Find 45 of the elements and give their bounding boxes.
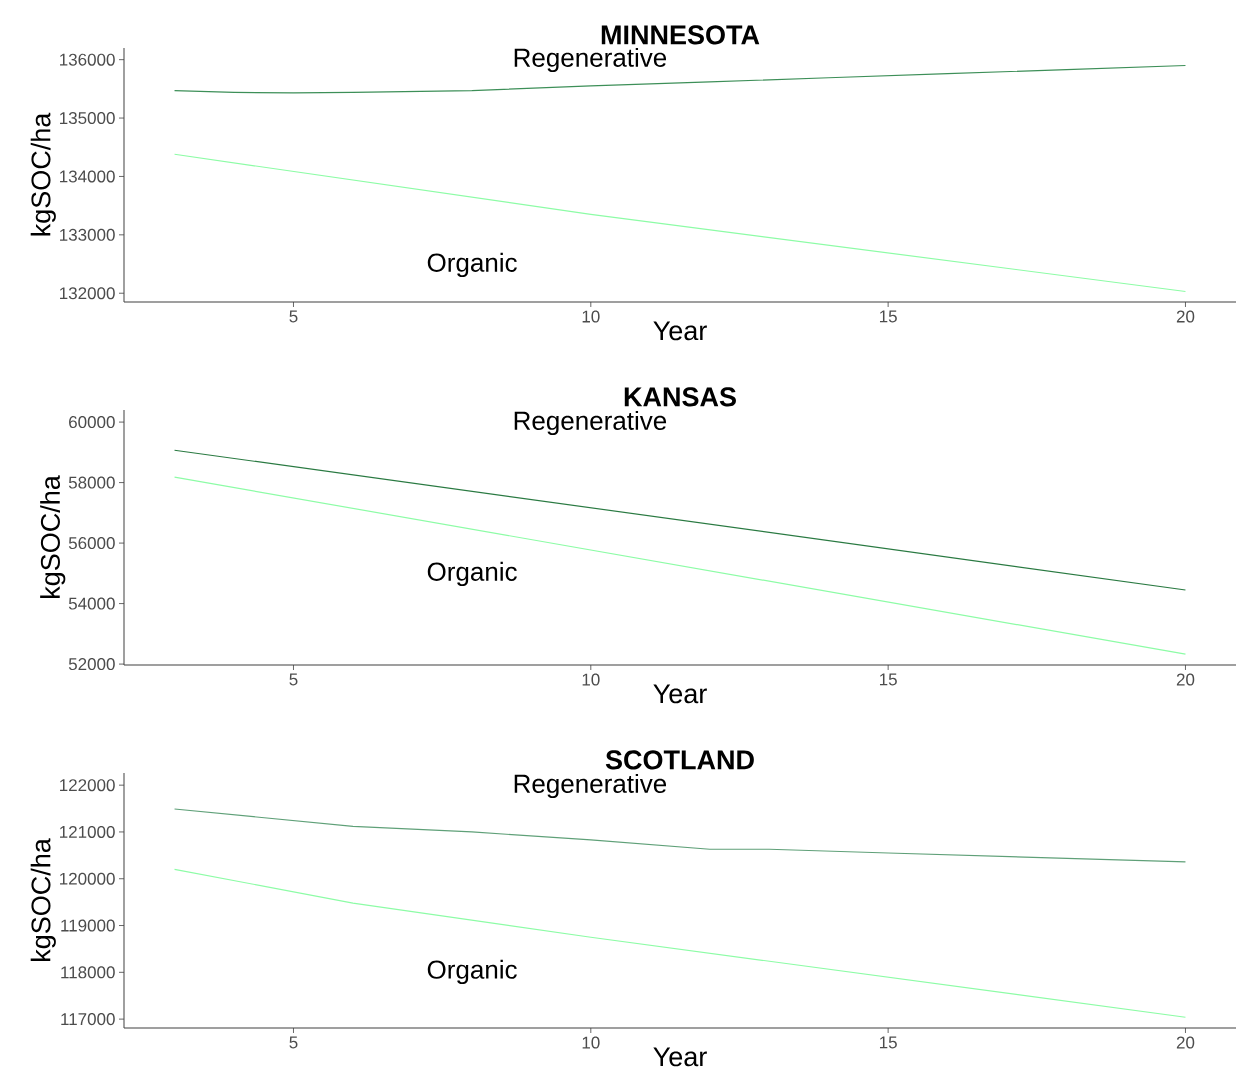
x-axis-title: Year — [653, 321, 707, 341]
y-tick-label: 121000 — [60, 825, 115, 838]
x-tick-label: 5 — [289, 673, 298, 686]
y-tick-label: 58000 — [68, 476, 115, 489]
x-tick-label: 10 — [582, 310, 600, 323]
series-label: Regenerative — [514, 773, 667, 799]
chart-title: SCOTLAND — [605, 750, 754, 770]
series-label: Regenerative — [514, 47, 667, 73]
y-tick-label: 54000 — [68, 597, 115, 610]
y-tick-label: 135000 — [60, 112, 115, 125]
y-tick-label: 132000 — [60, 287, 115, 300]
series-label: Organic — [427, 252, 517, 278]
x-axis-title: Year — [653, 684, 707, 704]
x-tick-label: 20 — [1176, 673, 1195, 686]
y-axis-title: kgSOC/ha — [30, 838, 56, 961]
line-series — [173, 808, 1187, 863]
y-tick-label: 60000 — [69, 416, 115, 429]
x-axis-title: Year — [653, 1047, 707, 1067]
y-tick-label: 120000 — [60, 872, 115, 885]
chart-title: MINNESOTA — [601, 25, 760, 45]
y-tick-label: 119000 — [61, 919, 115, 932]
series-label: Organic — [427, 561, 517, 587]
line-series — [173, 868, 1187, 1018]
x-tick-label: 15 — [879, 310, 897, 323]
x-tick-label: 5 — [289, 1036, 298, 1049]
y-axis-title: kgSOC/ha — [30, 112, 56, 236]
text: Regenerative — [514, 410, 667, 436]
x-tick-label: 10 — [582, 673, 600, 686]
y-tick-label: 118000 — [61, 966, 115, 979]
x-tick-label: 15 — [879, 1036, 897, 1049]
chart-title: KANSAS — [624, 387, 736, 407]
y-tick-label: 134000 — [60, 170, 115, 183]
x-tick-label: 20 — [1176, 1036, 1195, 1049]
y-tick-label: 56000 — [68, 537, 115, 550]
y-axis-title: kgSOC/ha — [40, 475, 66, 598]
x-tick-label: 15 — [879, 673, 897, 686]
series-label: Organic — [427, 959, 517, 985]
x-tick-label: 20 — [1176, 310, 1195, 323]
y-tick-label: 52000 — [68, 658, 115, 671]
y-tick-label: 136000 — [60, 53, 115, 66]
y-tick-label: 122000 — [60, 779, 115, 792]
y-tick-label: 133000 — [60, 228, 115, 241]
x-tick-label: 5 — [289, 310, 298, 323]
x-tick-label: 10 — [582, 1036, 600, 1049]
y-tick-label: 117000 — [61, 1013, 115, 1026]
